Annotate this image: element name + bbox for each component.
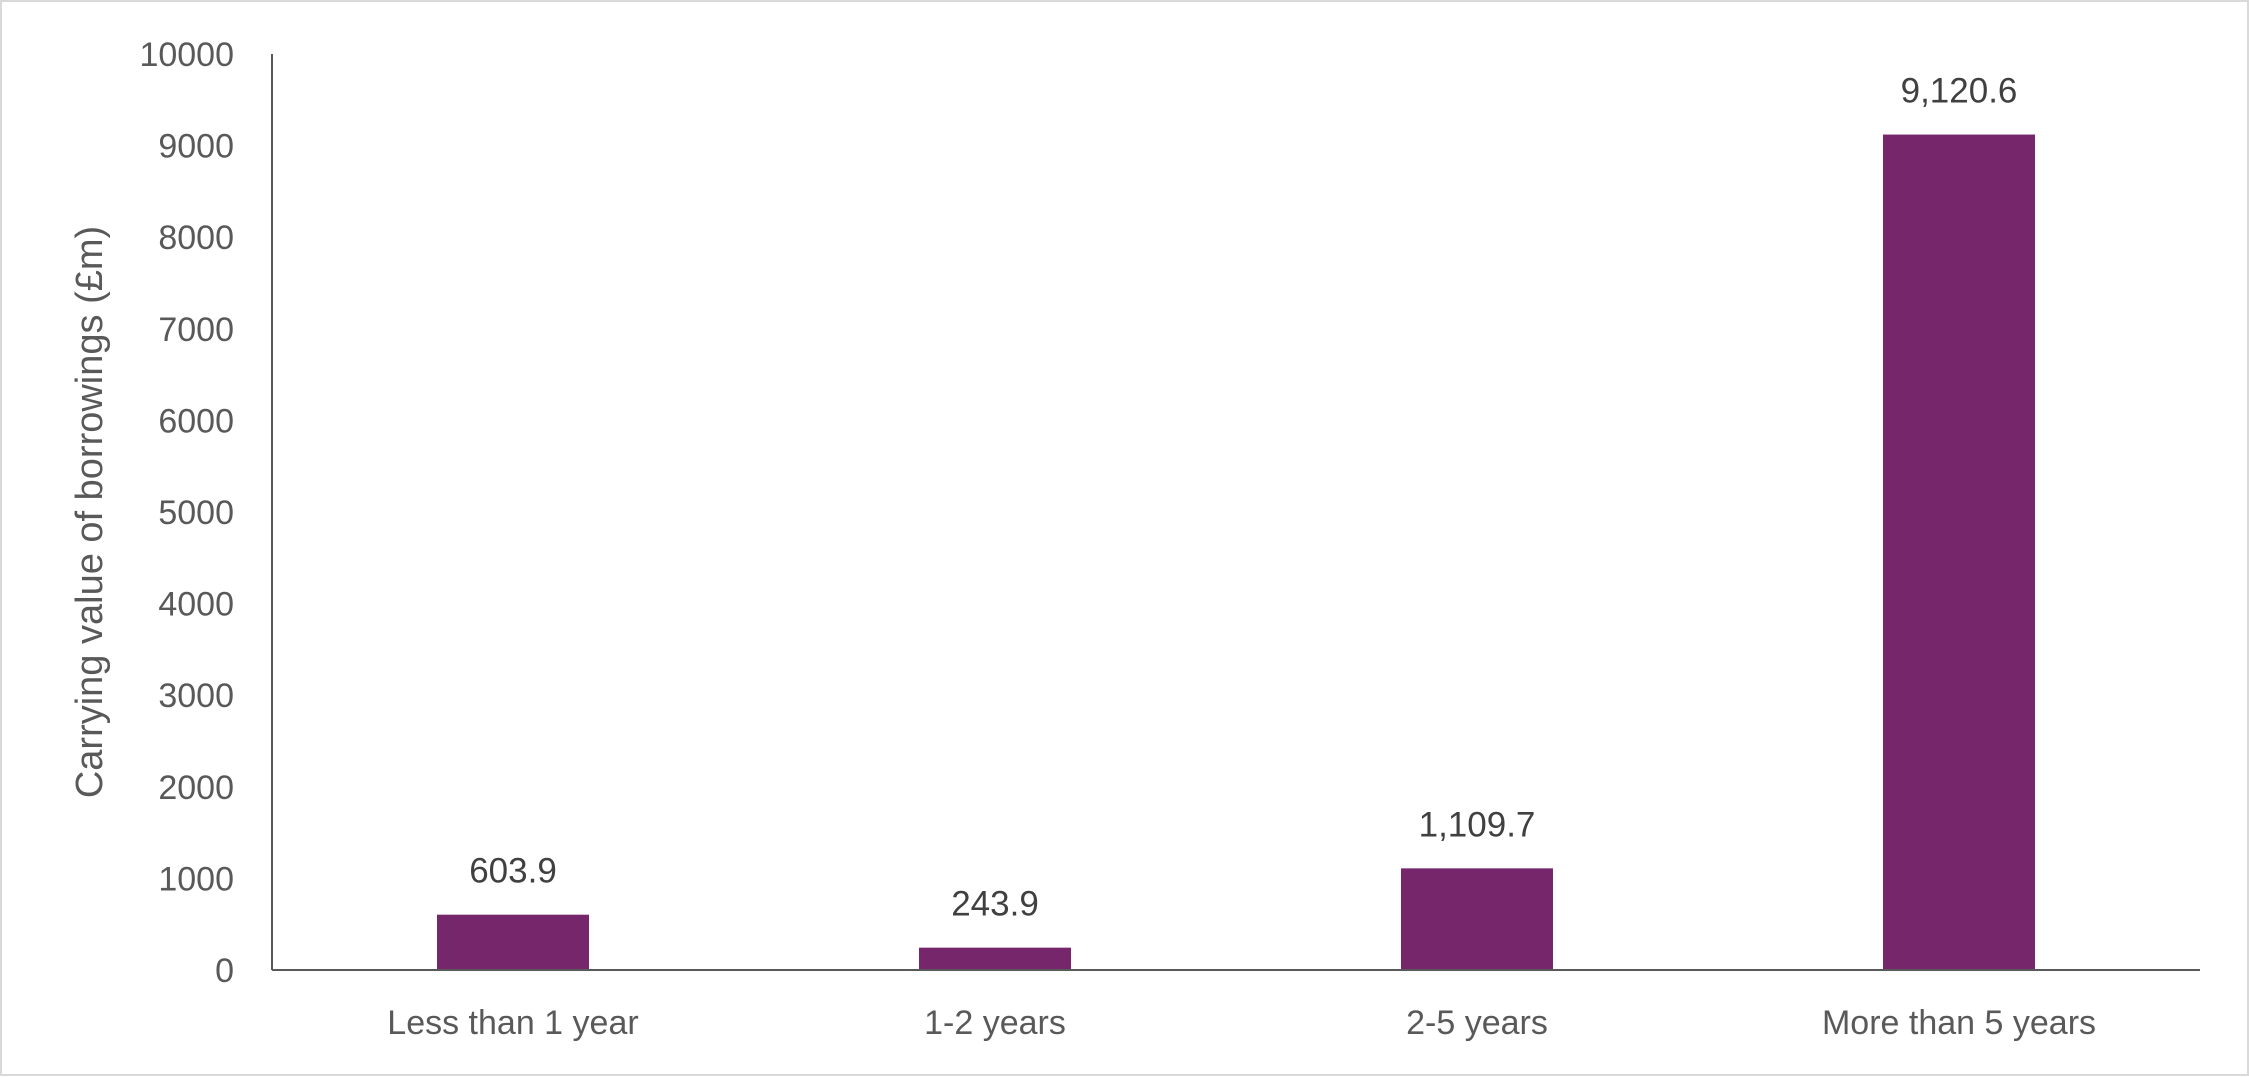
bars [437, 134, 2035, 970]
y-tick-label: 10000 [139, 36, 234, 74]
data-label: 1,109.7 [1419, 805, 1536, 844]
bar [1401, 868, 1553, 970]
y-tick-label: 1000 [158, 860, 234, 898]
bar [919, 947, 1071, 970]
y-tick-label: 5000 [158, 494, 234, 532]
y-tick-label: 3000 [158, 677, 234, 715]
y-tick-label: 9000 [158, 128, 234, 166]
data-label: 243.9 [951, 885, 1039, 924]
y-tick-labels: 0 1000 2000 3000 4000 5000 6000 7000 8000 9000 100… [139, 36, 234, 990]
category-label: 2-5 years [1406, 1004, 1548, 1042]
category-labels: Less than 1 year 1-2 years 2-5 years More t… [387, 1004, 2096, 1042]
y-tick-label: 8000 [158, 219, 234, 257]
y-tick-label: 0 [215, 952, 234, 990]
data-label: 9,120.6 [1901, 72, 2018, 111]
category-label: Less than 1 year [387, 1004, 638, 1042]
bar [1883, 134, 2035, 970]
category-label: More than 5 years [1822, 1004, 2096, 1042]
y-tick-label: 6000 [158, 402, 234, 440]
y-tick-label: 2000 [158, 769, 234, 807]
y-axis-title: Carrying value of borrowings (£m) [69, 226, 111, 798]
y-tick-label: 7000 [158, 311, 234, 349]
data-labels: 603.9 243.9 1,109.7 9,120.6 [469, 72, 2017, 924]
axes [271, 54, 2200, 971]
y-tick-label: 4000 [158, 586, 234, 624]
bar [437, 914, 589, 970]
data-label: 603.9 [469, 852, 557, 891]
category-label: 1-2 years [924, 1004, 1066, 1042]
